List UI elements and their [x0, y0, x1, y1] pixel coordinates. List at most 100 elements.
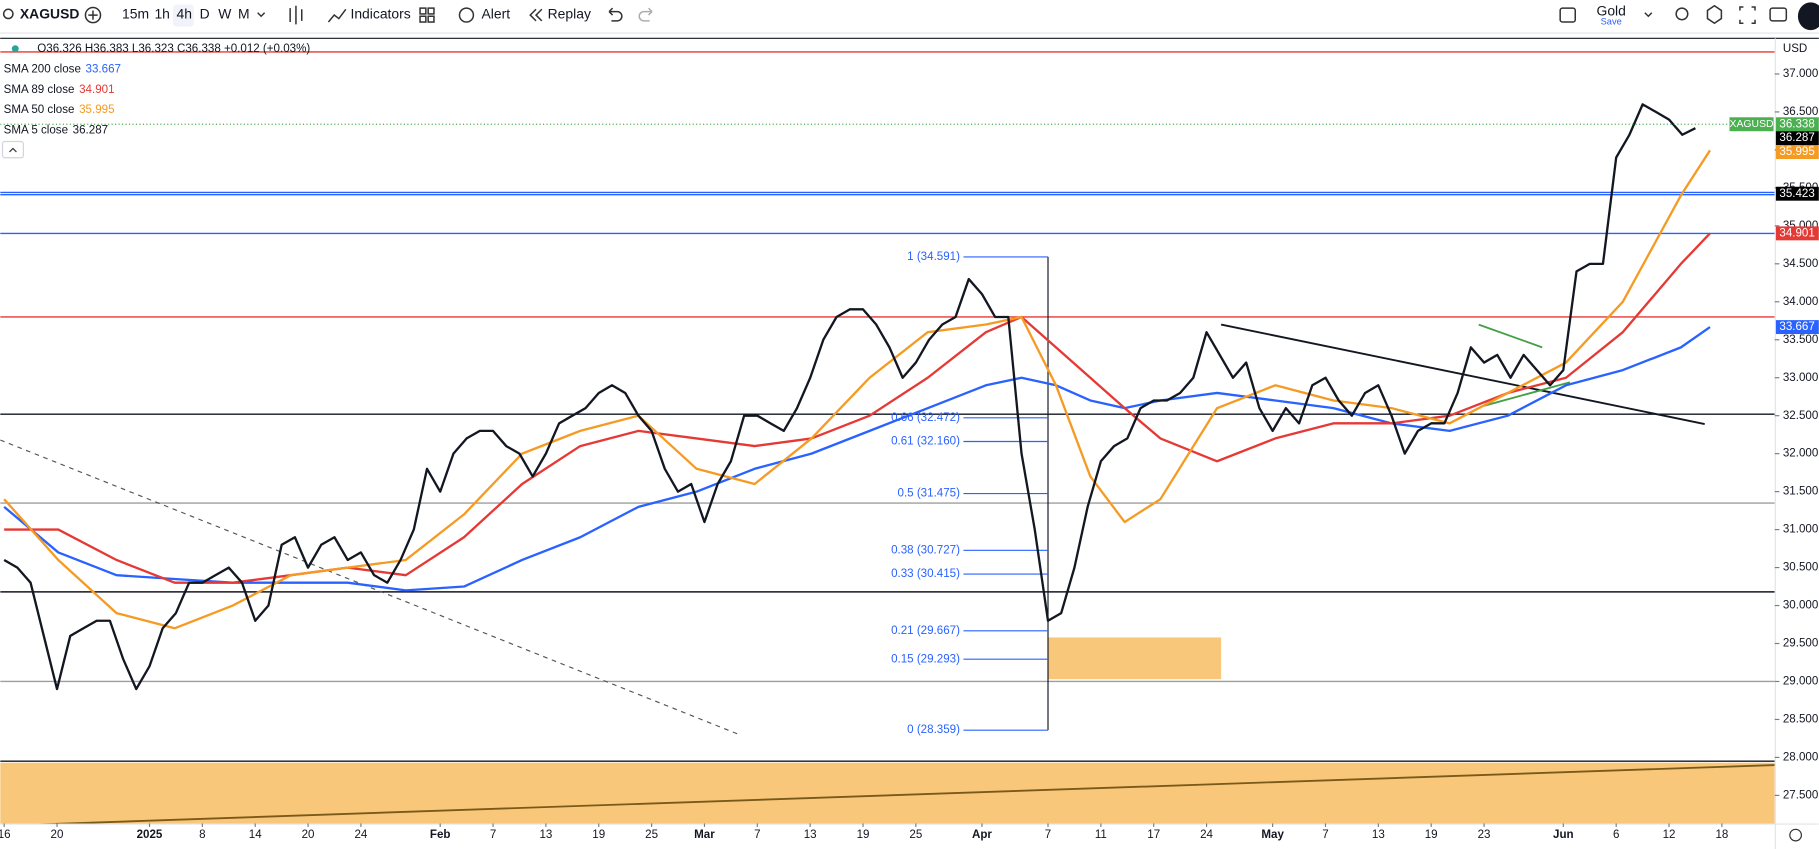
x-tick-label: Apr: [972, 829, 992, 841]
x-tick-label: 16: [0, 829, 11, 841]
fib-label: 0.21 (29.667): [891, 625, 960, 637]
legend-value: 34.901: [79, 84, 114, 96]
y-tick-label: 32.500: [1783, 410, 1818, 422]
price-tag: [1775, 131, 1819, 146]
x-tick-label: May: [1261, 829, 1284, 841]
price-tag-value: 35.423: [1779, 188, 1814, 200]
trend-line: [39, 764, 1775, 824]
series-line: [3, 149, 1711, 630]
price-tag: [1775, 320, 1819, 335]
price-tag-name-bg: [1729, 117, 1774, 132]
price-tag-value: 36.287: [1779, 132, 1814, 144]
legend-value: 33.667: [86, 64, 121, 76]
x-tick-label: 19: [592, 829, 605, 841]
layouts-icon[interactable]: [419, 7, 427, 15]
fib-label: 0.15 (29.293): [891, 653, 960, 665]
fib-label: 0 (28.359): [907, 724, 960, 736]
fib-label: 0.5 (31.475): [898, 488, 961, 500]
add-symbol[interactable]: [84, 6, 102, 24]
x-tick-label: 19: [857, 829, 870, 841]
collapse-arrow: [9, 147, 17, 153]
y-tick-label: 27.500: [1783, 789, 1818, 801]
legend-name: SMA 200 close: [4, 64, 81, 76]
price-tag-value: 36.338: [1779, 118, 1814, 130]
search-icon[interactable]: [2, 8, 14, 20]
x-tick-label: 25: [645, 829, 658, 841]
x-tick-label: 19: [1425, 829, 1438, 841]
y-tick-label: 31.000: [1783, 524, 1818, 536]
price-tag: [1775, 117, 1819, 132]
x-tick-label: 24: [354, 829, 367, 841]
undo[interactable]: [608, 7, 623, 22]
x-tick-label: 20: [302, 829, 315, 841]
x-tick-label: 23: [1478, 829, 1491, 841]
collapse-legend[interactable]: [1, 140, 24, 159]
fib-label: 1 (34.591): [907, 251, 960, 263]
series-line: [3, 103, 1696, 691]
x-tick-label: 2025: [137, 829, 163, 841]
y-tick-label: 29.000: [1783, 676, 1818, 688]
legend-name: SMA 5 close: [4, 125, 68, 137]
price-tag: [1775, 145, 1819, 160]
y-tick-label: 37.000: [1783, 68, 1818, 80]
toolbar: XAGUSD 15m 1h 4h D W M Indicators Alert …: [0, 2, 1819, 34]
x-tick-label: 7: [1045, 829, 1051, 841]
add-symbol-plus: [88, 10, 98, 20]
layouts-icon: [427, 15, 435, 23]
y-tick-label: 30.500: [1783, 562, 1818, 574]
x-tick-label: 25: [909, 829, 922, 841]
x-tick-label: 24: [1200, 829, 1213, 841]
price-tag: [1775, 186, 1819, 201]
status-dot: [11, 45, 19, 53]
quick-search[interactable]: [1675, 7, 1689, 21]
y-tick-label: 29.500: [1783, 638, 1818, 650]
trend-line: [1483, 381, 1571, 407]
price-tag-value: 33.667: [1779, 321, 1814, 333]
settings-icon: [1789, 828, 1802, 842]
x-tick-label: 11: [1095, 829, 1107, 841]
interval[interactable]: 15m: [122, 6, 149, 22]
interval[interactable]: 1h: [154, 6, 169, 22]
legend-value: 35.995: [79, 104, 114, 116]
publish-button[interactable]: [1797, 2, 1819, 31]
interval-dropdown[interactable]: [257, 12, 266, 18]
x-tick-label: 7: [754, 829, 760, 841]
snapshot[interactable]: [1769, 7, 1788, 22]
fullscreen-toggle[interactable]: [1559, 7, 1576, 23]
layouts-icon: [419, 15, 427, 23]
alert-button[interactable]: Alert: [482, 6, 511, 22]
interval[interactable]: M: [238, 6, 250, 22]
redo[interactable]: [638, 7, 653, 22]
x-tick-label: 6: [1613, 829, 1619, 841]
interval[interactable]: W: [218, 6, 232, 22]
interval[interactable]: D: [200, 6, 210, 22]
y-tick-label: 31.500: [1783, 486, 1818, 498]
x-tick-label: 18: [1715, 829, 1728, 841]
x-tick-label: 13: [539, 829, 552, 841]
symbol[interactable]: XAGUSD: [20, 6, 80, 22]
active-interval-bg: [173, 4, 194, 27]
layout-dropdown[interactable]: [1644, 12, 1653, 18]
fib-label: 0.33 (30.415): [891, 568, 960, 580]
layout-name[interactable]: Gold: [1597, 2, 1626, 18]
currency: USD: [1783, 43, 1807, 55]
price-tag: [1775, 226, 1819, 241]
indicators-icon: [327, 8, 347, 23]
layout-status: Save: [1601, 16, 1622, 26]
interval[interactable]: 4h: [176, 6, 191, 22]
chart-type-icon[interactable]: [289, 5, 303, 25]
fib-label: 0.61 (32.160): [891, 436, 960, 448]
y-tick-label: 34.500: [1783, 258, 1818, 270]
settings[interactable]: [1706, 4, 1723, 25]
x-tick-label: Jun: [1553, 829, 1574, 841]
x-tick-label: 12: [1663, 829, 1676, 841]
y-tick-label: 33.000: [1783, 372, 1818, 384]
legend-name: SMA 89 close: [4, 84, 75, 96]
y-tick-label: 30.000: [1783, 600, 1818, 612]
x-tick-label: 14: [249, 829, 262, 841]
fullscreen[interactable]: [1739, 6, 1756, 24]
indicators-button[interactable]: Indicators: [350, 6, 410, 22]
replay-button[interactable]: Replay: [548, 6, 591, 22]
price-tag-name: XAGUSD: [1730, 119, 1774, 130]
